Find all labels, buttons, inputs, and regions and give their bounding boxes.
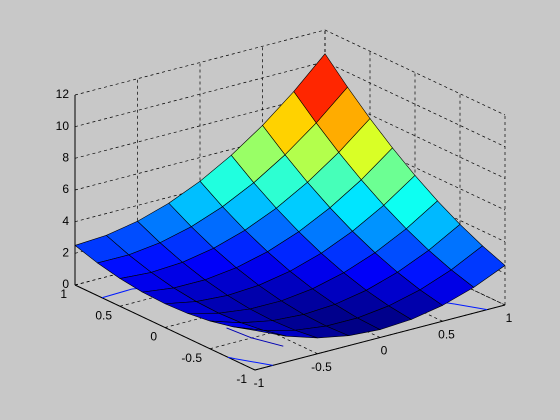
axis-line bbox=[254, 304, 506, 371]
surface-patch bbox=[232, 326, 287, 337]
contour-line bbox=[101, 288, 133, 299]
x-tick-label: 0.5 bbox=[438, 327, 455, 341]
grid-line bbox=[74, 156, 326, 223]
y-tick-label: 0.5 bbox=[95, 308, 112, 322]
contour-line bbox=[454, 303, 488, 311]
grid-line bbox=[74, 92, 326, 159]
contour-line bbox=[448, 302, 455, 305]
grid-line bbox=[74, 124, 326, 191]
z-tick-label: 8 bbox=[62, 151, 69, 165]
y-tick-label: -0.5 bbox=[181, 351, 202, 365]
z-tick-label: 0 bbox=[62, 277, 69, 291]
x-tick-label: 0 bbox=[381, 344, 388, 358]
contour-line bbox=[235, 358, 273, 366]
z-tick-label: 4 bbox=[62, 214, 69, 228]
x-tick-label: -1 bbox=[254, 376, 265, 390]
z-tick-label: 2 bbox=[62, 246, 69, 260]
contour-line bbox=[227, 356, 236, 360]
z-tick-label: 12 bbox=[56, 87, 70, 101]
y-tick-label: 1 bbox=[60, 287, 67, 301]
grid-line bbox=[74, 29, 326, 96]
y-tick-label: 0 bbox=[150, 330, 157, 344]
x-tick-label: 1 bbox=[506, 311, 513, 325]
contour-line bbox=[251, 337, 284, 347]
y-tick-label: -1 bbox=[236, 372, 247, 386]
contour-line bbox=[226, 327, 252, 339]
z-tick-label: 10 bbox=[56, 119, 70, 133]
z-tick-label: 6 bbox=[62, 182, 69, 196]
grid-line bbox=[74, 61, 326, 128]
axis-line bbox=[74, 284, 256, 371]
x-tick-label: -0.5 bbox=[311, 360, 332, 374]
